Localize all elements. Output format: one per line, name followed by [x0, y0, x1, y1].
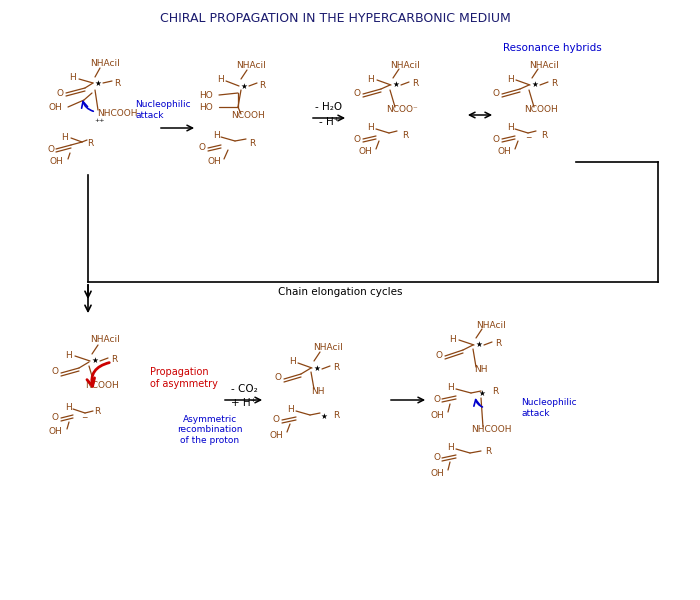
Text: O: O [57, 88, 64, 97]
Text: H: H [62, 133, 69, 142]
Text: OH: OH [497, 148, 511, 157]
Text: R: R [249, 139, 255, 148]
Text: O: O [274, 373, 281, 383]
Text: H: H [368, 74, 374, 83]
Text: O: O [199, 143, 206, 152]
Text: HO: HO [199, 91, 213, 100]
Text: −: − [525, 133, 531, 142]
Text: NCOOH: NCOOH [524, 104, 558, 113]
Text: NCOOH: NCOOH [85, 380, 119, 389]
Text: H: H [507, 124, 513, 133]
Text: O: O [433, 395, 440, 403]
Text: H: H [64, 403, 71, 413]
Text: NCOO⁻: NCOO⁻ [386, 104, 418, 113]
Text: - CO₂: - CO₂ [230, 384, 258, 394]
Text: Asymmetric
recombination
of the proton: Asymmetric recombination of the proton [177, 415, 243, 445]
Text: H: H [288, 406, 295, 415]
Text: ★: ★ [241, 82, 247, 91]
Text: OH: OH [48, 103, 62, 113]
Text: ★: ★ [321, 412, 328, 421]
Text: NHCOOH: NHCOOH [97, 109, 137, 118]
Text: R: R [111, 355, 117, 364]
Text: NH: NH [475, 365, 488, 374]
Text: ★: ★ [475, 340, 482, 349]
Text: + H⁺: + H⁺ [232, 398, 257, 408]
Text: O: O [52, 367, 59, 377]
Text: O: O [354, 134, 360, 143]
Text: OH: OH [48, 427, 62, 437]
Text: ★: ★ [94, 79, 101, 88]
Text: OH: OH [358, 148, 372, 157]
Text: NHAcil: NHAcil [236, 61, 266, 70]
Text: O: O [433, 454, 440, 463]
Text: H: H [216, 76, 223, 85]
Text: R: R [333, 364, 339, 373]
Text: OH: OH [430, 469, 444, 478]
Text: R: R [541, 130, 547, 139]
Text: NH: NH [312, 388, 325, 397]
Text: H: H [288, 358, 295, 367]
Text: OH: OH [49, 157, 63, 166]
Text: R: R [402, 130, 408, 139]
Text: R: R [495, 340, 501, 349]
Text: HO: HO [199, 103, 213, 112]
Text: ★: ★ [393, 79, 400, 88]
Text: NHAcil: NHAcil [529, 61, 559, 70]
Text: NHAcil: NHAcil [476, 320, 506, 329]
Text: OH: OH [269, 431, 283, 439]
Text: R: R [492, 388, 498, 397]
Text: NHAcil: NHAcil [90, 58, 120, 67]
Text: NHAcil: NHAcil [313, 343, 343, 352]
Text: Propagation
of asymmetry: Propagation of asymmetry [150, 367, 218, 389]
Text: - H⁺: - H⁺ [319, 117, 339, 127]
Text: OH: OH [207, 157, 221, 166]
Text: NHCOOH: NHCOOH [470, 425, 511, 434]
Text: R: R [87, 139, 93, 148]
Text: Resonance hybrids: Resonance hybrids [503, 43, 601, 53]
Text: O: O [52, 413, 59, 422]
Text: O: O [435, 350, 442, 359]
Text: CHIRAL PROPAGATION IN THE HYPERCARBONIC MEDIUM: CHIRAL PROPAGATION IN THE HYPERCARBONIC … [160, 11, 510, 25]
Text: H: H [69, 73, 76, 82]
Text: H: H [213, 131, 219, 140]
Text: R: R [259, 80, 265, 89]
Text: H: H [66, 350, 72, 359]
Text: R: R [412, 79, 418, 88]
Text: H: H [507, 74, 513, 83]
Text: ★: ★ [479, 389, 485, 397]
Text: R: R [94, 407, 100, 416]
Text: ★: ★ [531, 79, 538, 88]
Text: O: O [354, 88, 360, 97]
Text: Chain elongation cycles: Chain elongation cycles [278, 287, 402, 297]
Text: R: R [485, 448, 491, 457]
Text: O: O [493, 88, 500, 97]
Text: ++: ++ [94, 118, 105, 124]
Text: H: H [368, 124, 374, 133]
Text: - H₂O: - H₂O [316, 102, 342, 112]
Text: OH: OH [430, 410, 444, 419]
Text: H: H [447, 443, 454, 452]
Text: Nucleophilic
attack: Nucleophilic attack [135, 100, 190, 119]
Text: ★: ★ [314, 364, 321, 373]
Text: O: O [48, 145, 55, 154]
Text: Nucleophilic
attack: Nucleophilic attack [521, 398, 577, 418]
Text: R: R [114, 79, 120, 88]
Text: NCOOH: NCOOH [231, 112, 265, 121]
Text: R: R [333, 410, 339, 419]
Text: −: − [80, 413, 88, 422]
Text: O: O [272, 415, 279, 425]
Text: NHAcil: NHAcil [90, 335, 120, 344]
Text: H: H [447, 383, 454, 392]
Text: O: O [493, 134, 500, 143]
Text: R: R [551, 79, 557, 88]
Text: H: H [449, 335, 456, 343]
Text: ★: ★ [92, 355, 99, 364]
Text: NHAcil: NHAcil [390, 61, 420, 70]
